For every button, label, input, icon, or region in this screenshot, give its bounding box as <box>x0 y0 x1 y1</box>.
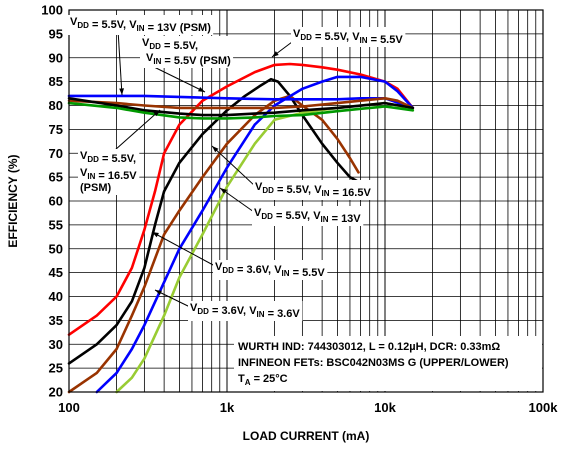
annotation-text: VDD = 5.5V, <box>80 150 136 165</box>
y-tick-label: 30 <box>49 337 63 352</box>
x-axis-label: LOAD CURRENT (mA) <box>243 429 370 443</box>
annotation-bg <box>68 15 214 35</box>
annotation-v36_55: VDD = 3.6V, VIN = 5.5V <box>151 231 328 280</box>
series-line-7 <box>67 97 415 110</box>
annotation-text: VDD = 5.5V, VIN = 13V (PSM) <box>70 16 211 34</box>
annotation-leader <box>219 187 255 213</box>
annotation-bg <box>253 180 374 200</box>
annotation-v13: VDD = 5.5V, VIN = 13V <box>219 187 364 226</box>
annotation-bg <box>213 260 328 280</box>
arrow-head <box>119 88 124 95</box>
annotation-text: VDD = 5.5V, <box>142 37 198 52</box>
series-layer <box>67 62 415 394</box>
y-tick-label: 55 <box>49 217 63 232</box>
y-tick-label: 100 <box>41 3 63 18</box>
series-line-9 <box>67 101 415 120</box>
annotation-top55: VDD = 5.5V, VIN = 5.5V <box>271 27 406 58</box>
y-tick-label: 60 <box>49 194 63 209</box>
y-tick-label: 90 <box>49 50 63 65</box>
arrow-head <box>220 188 227 194</box>
annotation-leader <box>114 109 161 151</box>
annotations: VDD = 5.5V, VIN = 13V (PSM)VDD = 5.5V,VI… <box>68 15 406 321</box>
series-line-2 <box>67 77 360 365</box>
x-tick-label: 1k <box>220 400 235 415</box>
annotation-text: VIN = 16.5V <box>80 167 137 182</box>
series-line-8 <box>67 97 415 117</box>
arrow-head <box>153 110 160 117</box>
annotation-bg <box>78 149 140 195</box>
annotation-leader <box>211 145 256 187</box>
info-box: WURTH IND: 744303012, L = 0.12µH, DCR: 0… <box>234 336 542 391</box>
annotation-text: (PSM) <box>80 182 112 194</box>
info-box-line: INFINEON FETs: BSC042N03MS G (UPPER/LOWE… <box>238 357 509 369</box>
series-line-4 <box>95 75 415 394</box>
annotation-leader <box>151 231 216 267</box>
arrow-head <box>212 146 219 153</box>
info-box-line: TA = 25°C <box>238 373 288 387</box>
y-tick-label: 50 <box>49 241 63 256</box>
x-tick-labels: 100 1k 10k 100k <box>58 400 558 415</box>
info-box-line: WURTH IND: 744303012, L = 0.12µH, DCR: 0… <box>238 341 500 353</box>
y-tick-label: 85 <box>49 74 63 89</box>
y-axis-label: EFFICIENCY (%) <box>6 154 20 247</box>
annotation-v165: VDD = 5.5V, VIN = 16.5V <box>211 145 374 200</box>
annotation-text: VDD = 5.5V, VIN = 16.5V <box>255 181 371 199</box>
annotation-bg <box>188 301 303 321</box>
y-tick-label: 25 <box>49 361 63 376</box>
series-line-1 <box>67 62 415 337</box>
arrow-head <box>198 86 205 92</box>
info-box-bg <box>234 336 542 391</box>
y-tick-label: 35 <box>49 313 63 328</box>
annotation-text: VDD = 3.6V, VIN = 5.5V <box>215 261 325 279</box>
annotation-leader <box>151 65 206 93</box>
annotation-text: VDD = 5.5V, VIN = 13V <box>254 207 361 225</box>
annotation-bg <box>252 206 364 226</box>
annotation-text: VIN = 5.5V (PSM) <box>146 52 231 67</box>
annotation-psm13: VDD = 5.5V, VIN = 13V (PSM) <box>68 15 214 96</box>
arrow-head <box>152 232 159 238</box>
y-tick-label: 70 <box>49 146 63 161</box>
arrow-head <box>155 290 162 296</box>
arrow-head <box>272 51 279 57</box>
annotation-text: VDD = 5.5V, VIN = 5.5V <box>293 28 403 46</box>
x-tick-label: 100 <box>58 400 80 415</box>
annotation-v36_36: VDD = 3.6V, VIN = 3.6V <box>154 289 303 321</box>
y-tick-labels: 20 25 30 35 40 45 50 55 60 65 70 75 80 85 90 95 100 <box>41 3 63 400</box>
annotation-leader <box>117 29 123 96</box>
series-line-3 <box>67 94 360 394</box>
annotation-bg <box>140 36 234 68</box>
y-tick-label: 95 <box>49 26 63 41</box>
annotation-psm165: VDD = 5.5V, VIN = 16.5V(PSM) <box>78 109 161 195</box>
plot-frame <box>68 9 544 393</box>
x-tick-label: 100k <box>529 400 559 415</box>
y-tick-label: 65 <box>49 170 63 185</box>
y-tick-label: 45 <box>49 265 63 280</box>
annotation-text: VDD = 3.6V, VIN = 3.6V <box>190 302 300 320</box>
y-tick-label: 75 <box>49 122 63 137</box>
grid <box>68 9 544 393</box>
annotation-bg <box>291 27 406 47</box>
y-tick-label: 80 <box>49 98 63 113</box>
annotation-psm55: VDD = 5.5V,VIN = 5.5V (PSM) <box>140 36 234 93</box>
y-tick-label: 40 <box>49 289 63 304</box>
y-tick-label: 20 <box>49 385 63 400</box>
x-tick-label: 10k <box>374 400 396 415</box>
